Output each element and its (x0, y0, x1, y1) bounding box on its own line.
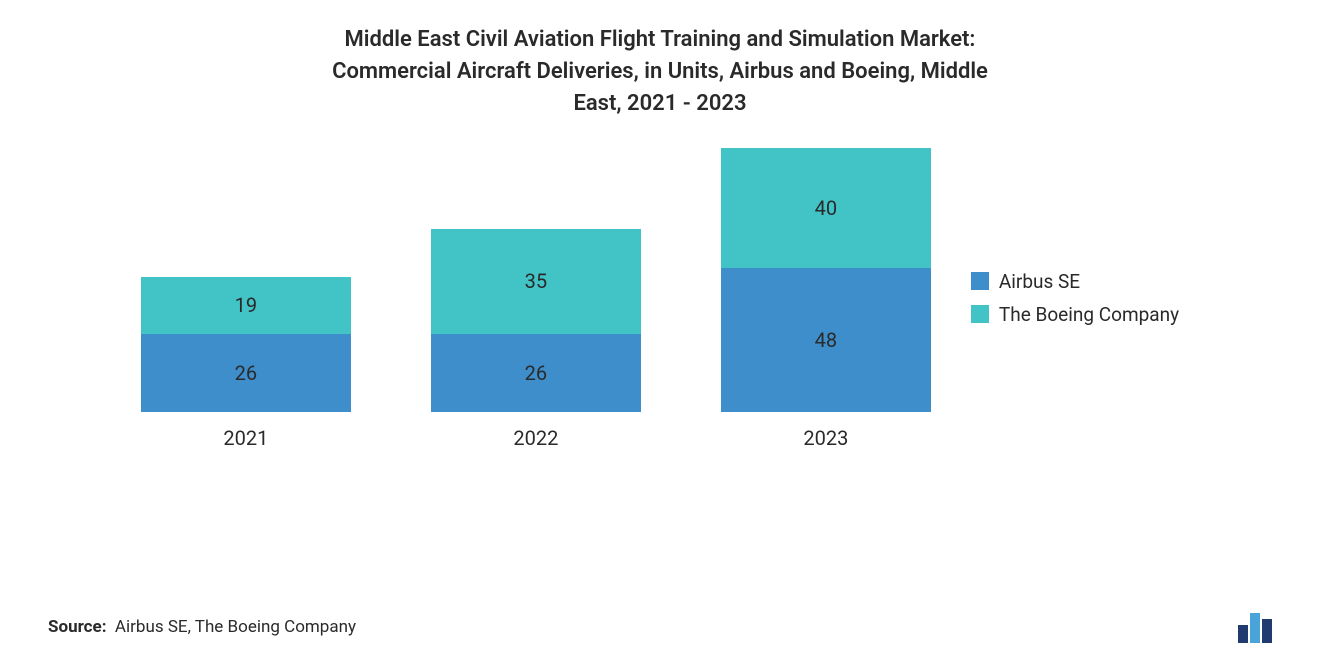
source-prefix: Source: (48, 617, 106, 637)
bar-segment-airbus: 48 (721, 268, 931, 412)
bar-segment-boeing: 40 (721, 148, 931, 268)
x-axis-label: 2022 (513, 426, 558, 450)
legend-label: Airbus SE (999, 270, 1080, 293)
bar-group: 1926 2021 (141, 277, 351, 450)
bar-stack: 3526 (431, 229, 641, 412)
title-line-3: East, 2021 - 2023 (573, 91, 746, 116)
bar-group: 3526 2022 (431, 229, 641, 450)
x-axis-label: 2023 (803, 426, 848, 450)
legend-swatch (971, 272, 989, 290)
logo-bar (1262, 619, 1272, 643)
source-text: Airbus SE, The Boeing Company (115, 617, 356, 637)
bars-container: 192620213526202240482023 (141, 150, 931, 490)
bar-segment-airbus: 26 (141, 334, 351, 412)
bar-stack: 4048 (721, 148, 931, 412)
source-attribution: Source: Airbus SE, The Boeing Company (48, 617, 356, 637)
title-line-1: Middle East Civil Aviation Flight Traini… (345, 27, 976, 52)
legend-item: The Boeing Company (971, 303, 1179, 326)
x-axis-label: 2021 (223, 426, 268, 450)
legend-item: Airbus SE (971, 270, 1179, 293)
brand-logo (1238, 613, 1272, 643)
bar-segment-boeing: 19 (141, 277, 351, 334)
bar-group: 4048 2023 (721, 148, 931, 450)
bar-segment-boeing: 35 (431, 229, 641, 334)
bar-stack: 1926 (141, 277, 351, 412)
bar-segment-airbus: 26 (431, 334, 641, 412)
logo-bar (1238, 625, 1248, 643)
legend-label: The Boeing Company (999, 303, 1179, 326)
logo-bar (1250, 613, 1260, 643)
legend-swatch (971, 305, 989, 323)
legend: Airbus SE The Boeing Company (971, 270, 1179, 326)
title-line-2: Commercial Aircraft Deliveries, in Units… (332, 59, 988, 84)
chart-title: Middle East Civil Aviation Flight Traini… (270, 24, 1050, 120)
chart-area: 192620213526202240482023 Airbus SEThe Bo… (48, 150, 1272, 490)
